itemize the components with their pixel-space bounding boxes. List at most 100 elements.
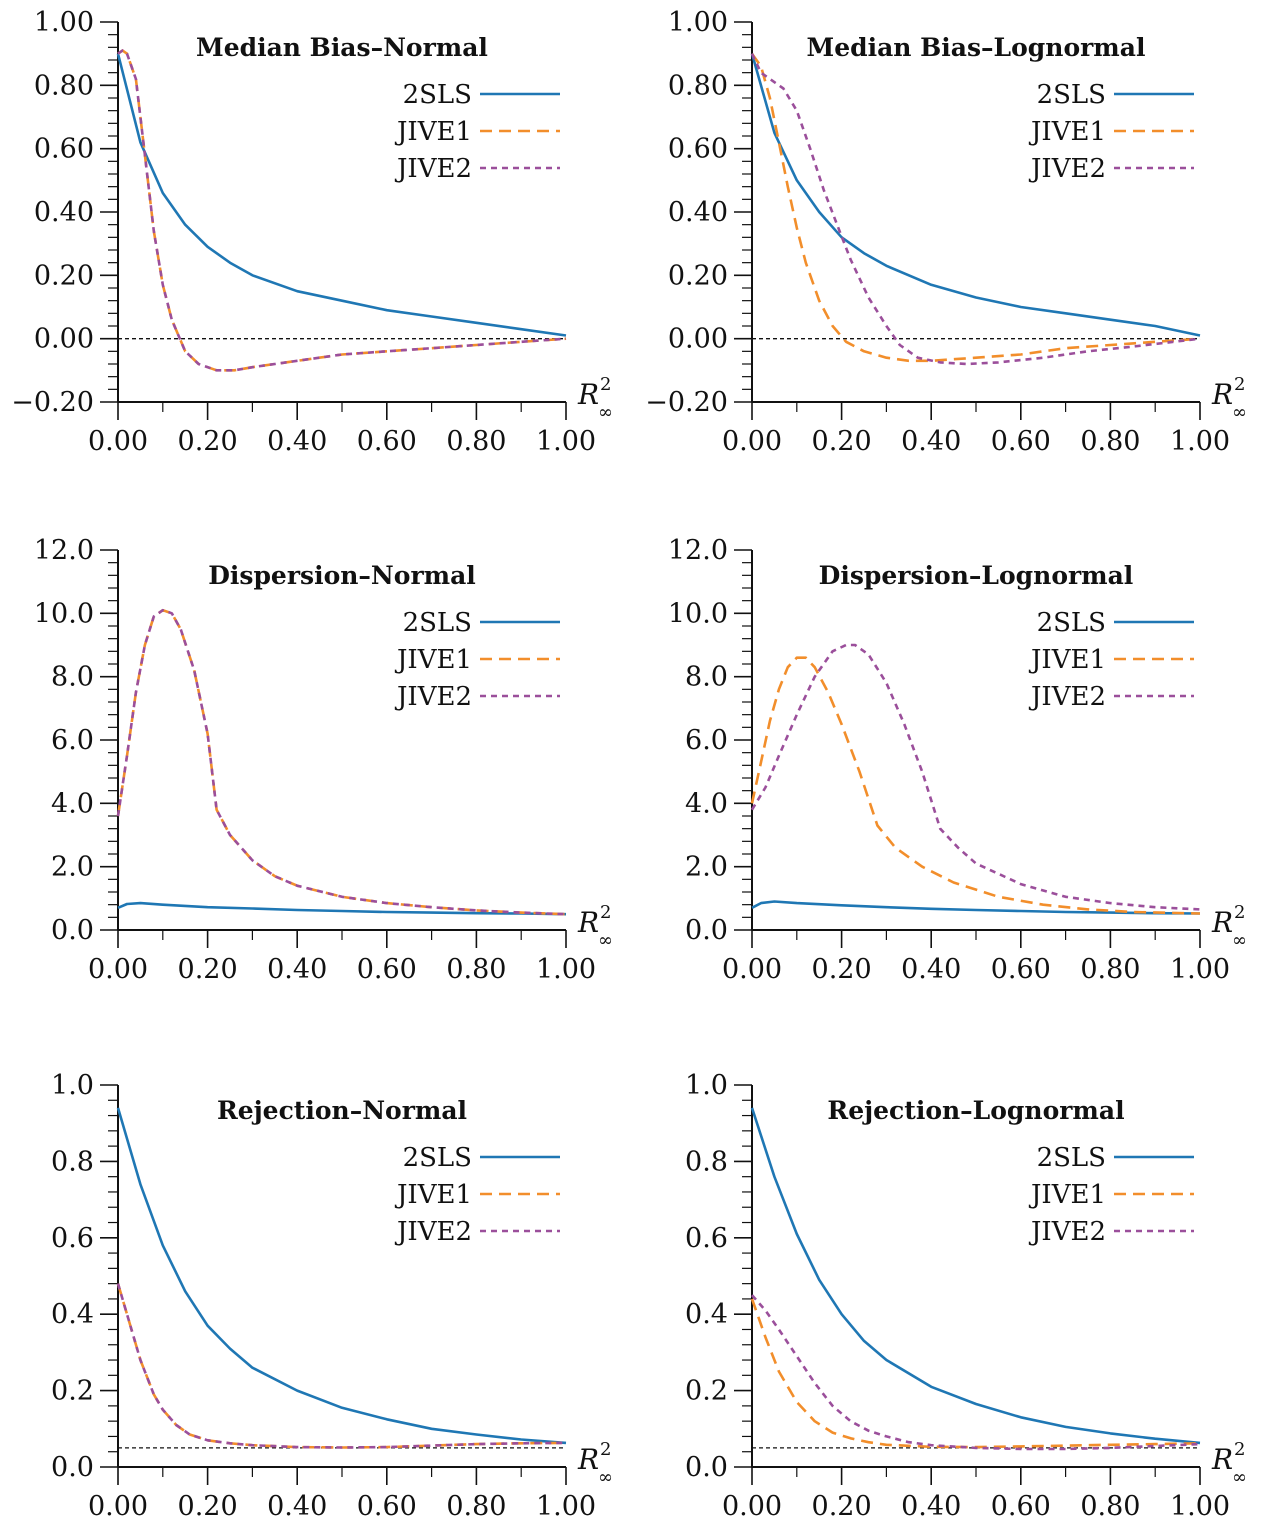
x-axis-label: R <box>577 906 599 939</box>
y-tick-label: 6.0 <box>51 725 94 756</box>
series-line-2sls <box>750 1107 1201 1445</box>
x-tick-label: 0.00 <box>88 1491 148 1517</box>
x-tick-label: 0.60 <box>991 954 1051 985</box>
y-tick-label: 0.0 <box>685 915 728 946</box>
legend-label-jive1: JIVE1 <box>1028 117 1106 147</box>
legend-label-2sls: 2SLS <box>1037 608 1106 638</box>
series-line-2sls <box>750 53 1201 337</box>
x-axis-label-superscript: 2 <box>600 902 611 923</box>
series-line-jive2 <box>751 1294 1201 1451</box>
chart-title: Dispersion–Lognormal <box>819 561 1134 590</box>
y-tick-label: 12.0 <box>668 535 728 566</box>
y-tick-label: 10.0 <box>34 598 94 629</box>
x-axis-label-superscript: 2 <box>1234 902 1245 923</box>
x-tick-label: 1.00 <box>536 1491 596 1517</box>
x-tick-label: 0.00 <box>88 954 148 985</box>
legend-label-jive2: JIVE2 <box>394 1217 472 1247</box>
y-tick-label: 2.0 <box>51 852 94 883</box>
y-tick-label: 0.40 <box>34 197 94 228</box>
y-tick-label: 0.80 <box>34 70 94 101</box>
series-line-jive2 <box>117 49 567 372</box>
y-tick-label: 0.0 <box>685 1452 728 1483</box>
y-tick-label: 0.0 <box>51 915 94 946</box>
x-axis-label-subscript: ∞ <box>1232 930 1247 951</box>
y-tick-label: 0.6 <box>685 1223 728 1254</box>
x-tick-label: 0.80 <box>1080 426 1140 457</box>
y-tick-label: 1.00 <box>34 7 94 38</box>
chart-title: Median Bias–Lognormal <box>807 33 1146 62</box>
legend-label-jive1: JIVE1 <box>394 1180 472 1210</box>
x-tick-label: 0.00 <box>722 426 782 457</box>
legend-label-jive1: JIVE1 <box>394 645 472 675</box>
series-line-jive1 <box>750 656 1201 915</box>
y-tick-label: 0.40 <box>668 197 728 228</box>
series-line-jive1 <box>750 52 1201 363</box>
y-tick-label: 0.6 <box>51 1223 94 1254</box>
x-tick-label: 1.00 <box>1170 1491 1230 1517</box>
y-tick-label: 0.2 <box>51 1376 94 1407</box>
y-tick-label: 0.60 <box>34 134 94 165</box>
x-tick-label: 0.60 <box>991 1491 1051 1517</box>
chart-panel: −0.20 0.00 0.20 0.40 0.60 0.80 1.00 0.00 0.20 0.4… <box>11 7 613 457</box>
y-tick-label: 0.00 <box>668 324 728 355</box>
x-tick-label: 0.20 <box>812 426 872 457</box>
legend-label-jive1: JIVE1 <box>1028 1180 1106 1210</box>
x-axis-label-superscript: 2 <box>1234 374 1245 395</box>
x-tick-label: 0.80 <box>446 954 506 985</box>
x-axis-label-subscript: ∞ <box>1232 402 1247 423</box>
y-tick-label: 0.60 <box>668 134 728 165</box>
y-tick-label: 1.00 <box>668 7 728 38</box>
x-tick-label: 0.80 <box>1080 954 1140 985</box>
x-tick-label: 1.00 <box>536 954 596 985</box>
series-line-jive1 <box>116 608 567 916</box>
chart-title: Median Bias–Normal <box>196 33 488 62</box>
y-tick-label: 8.0 <box>685 662 728 693</box>
x-tick-label: 0.80 <box>1080 1491 1140 1517</box>
x-tick-label: 1.00 <box>1170 954 1230 985</box>
y-tick-label: 4.0 <box>685 788 728 819</box>
chart-panel: −0.20 0.00 0.20 0.40 0.60 0.80 1.00 0.00 0.20 0.4… <box>645 7 1247 457</box>
series-line-2sls <box>117 901 567 916</box>
chart-title: Rejection–Normal <box>217 1096 467 1125</box>
series-line-jive2 <box>750 53 1201 366</box>
y-tick-label: 0.00 <box>34 324 94 355</box>
legend-label-jive1: JIVE1 <box>394 117 472 147</box>
x-tick-label: 0.60 <box>357 954 417 985</box>
y-tick-label: 0.2 <box>685 1376 728 1407</box>
y-tick-label: 0.4 <box>51 1299 94 1330</box>
legend-label-2sls: 2SLS <box>1037 1143 1106 1173</box>
y-tick-label: 6.0 <box>685 725 728 756</box>
legend-label-jive2: JIVE2 <box>1028 682 1106 712</box>
y-tick-label: 0.8 <box>685 1146 728 1177</box>
x-tick-label: 0.00 <box>88 426 148 457</box>
series-line-jive1 <box>117 49 567 372</box>
x-axis-label-subscript: ∞ <box>598 1467 613 1488</box>
legend-label-2sls: 2SLS <box>403 608 472 638</box>
series-line-2sls <box>116 1107 567 1445</box>
y-tick-label: 0.0 <box>51 1452 94 1483</box>
x-axis-label-superscript: 2 <box>600 374 611 395</box>
x-tick-label: 0.40 <box>267 426 327 457</box>
x-tick-label: 0.20 <box>178 954 238 985</box>
x-tick-label: 0.20 <box>178 1491 238 1517</box>
chart-panel: 0.0 2.0 4.0 6.0 8.0 10.0 12.0 0.00 0.20 0.40 0.60 0… <box>668 535 1247 985</box>
y-tick-label: 0.20 <box>34 260 94 291</box>
series-line-jive2 <box>116 608 567 916</box>
x-axis-label: R <box>1211 906 1233 939</box>
x-tick-label: 0.20 <box>812 1491 872 1517</box>
x-axis-label-superscript: 2 <box>1234 1439 1245 1460</box>
x-tick-label: 0.20 <box>178 426 238 457</box>
series-line-jive2 <box>750 643 1201 911</box>
y-tick-label: −0.20 <box>645 387 728 418</box>
x-axis-label-subscript: ∞ <box>598 930 613 951</box>
chart-title: Dispersion–Normal <box>208 561 476 590</box>
y-tick-label: 8.0 <box>51 662 94 693</box>
y-tick-label: 1.0 <box>685 1070 728 1101</box>
chart-panel: 0.0 0.2 0.4 0.6 0.8 1.0 0.00 0.20 0.40 0.60 0.80 1.… <box>51 1070 613 1517</box>
legend-label-jive1: JIVE1 <box>1028 645 1106 675</box>
x-axis-label: R <box>1211 378 1233 411</box>
legend-label-jive2: JIVE2 <box>394 682 472 712</box>
y-tick-label: 0.80 <box>668 70 728 101</box>
series-line-2sls <box>116 53 567 337</box>
